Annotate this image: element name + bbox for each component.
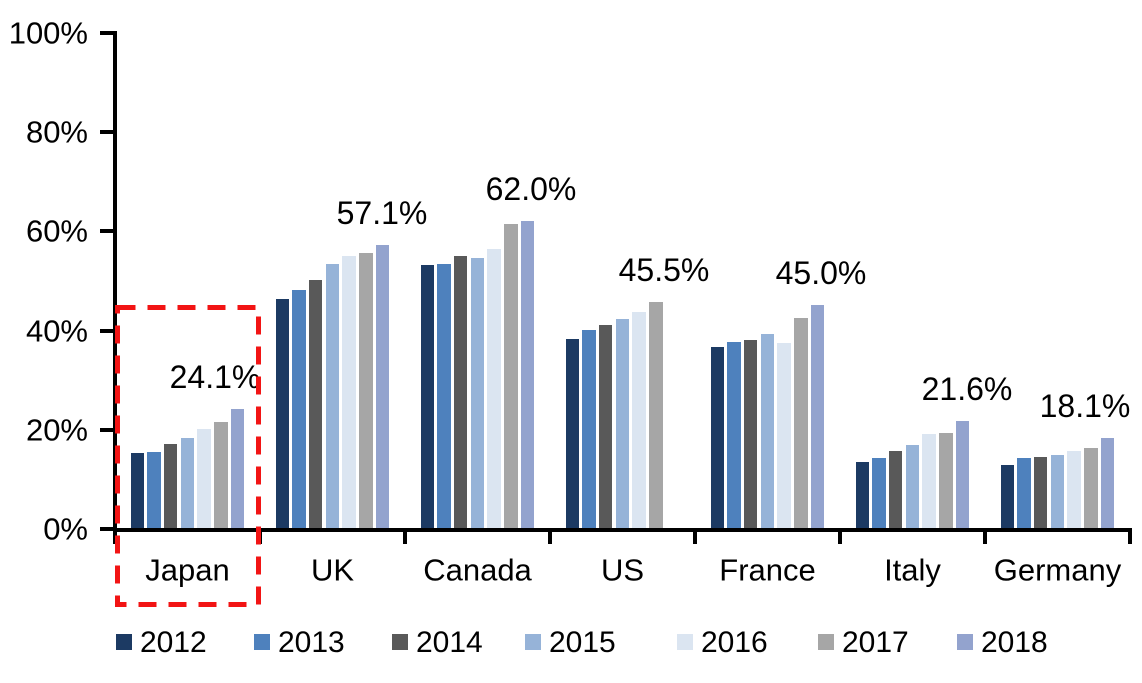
legend-label-2014: 2014	[416, 626, 483, 659]
bar-us-2016	[632, 312, 646, 528]
category-label-japan: Japan	[145, 552, 230, 588]
y-tick-mark	[100, 31, 113, 35]
legend-swatch-2017	[818, 634, 834, 650]
legend-swatch-2016	[677, 634, 693, 650]
category-label-us: US	[600, 552, 645, 588]
value-label-uk: 57.1%	[336, 194, 428, 231]
bar-france-2017	[794, 318, 808, 528]
y-tick-mark	[100, 328, 113, 333]
legend-label-2015: 2015	[549, 626, 616, 659]
y-axis-line	[113, 31, 117, 532]
category-label-france: France	[719, 552, 816, 588]
bar-canada-2015	[470, 257, 485, 528]
y-tick-mark	[100, 526, 113, 531]
bar-canada-2012	[420, 264, 434, 528]
x-tick-mark	[693, 528, 697, 544]
x-tick-mark	[548, 528, 552, 544]
legend-label-2013: 2013	[278, 626, 345, 659]
value-label-canada: 62.0%	[485, 170, 577, 207]
bar-france-2016	[777, 342, 791, 528]
bar-uk-2014	[308, 280, 323, 528]
value-label-japan: 24.1%	[169, 358, 261, 395]
category-label-uk: UK	[310, 552, 355, 588]
bar-canada-2018	[520, 220, 535, 528]
legend-label-2018: 2018	[981, 626, 1048, 659]
bar-italy-2016	[922, 433, 936, 528]
legend-swatch-2013	[254, 634, 270, 650]
y-tick-mark	[100, 229, 113, 234]
bar-germany-2016	[1067, 451, 1081, 528]
bar-us-2014	[598, 324, 613, 528]
y-tick-label: 60%	[25, 213, 88, 249]
y-tick-mark	[100, 427, 113, 432]
category-label-italy: Italy	[884, 552, 941, 588]
legend-swatch-2018	[957, 634, 973, 650]
value-label-italy: 21.6%	[921, 370, 1013, 407]
bar-germany-2013	[1017, 458, 1031, 528]
x-tick-mark	[403, 528, 407, 544]
x-tick-mark	[838, 528, 842, 544]
bar-us-2013	[582, 329, 596, 528]
legend-label-2016: 2016	[701, 626, 768, 659]
y-tick-label: 40%	[25, 313, 88, 348]
bar-germany-2015	[1050, 454, 1065, 528]
bar-france-2015	[760, 333, 775, 528]
bar-canada-2016	[487, 249, 501, 528]
bar-uk-2015	[325, 263, 340, 528]
bar-germany-2012	[1000, 465, 1014, 528]
x-tick-mark	[258, 528, 262, 544]
bar-germany-2014	[1033, 456, 1048, 528]
bar-japan-2013	[147, 452, 161, 528]
bar-us-2017	[649, 302, 663, 528]
bar-canada-2013	[437, 263, 451, 528]
y-tick-label: 80%	[25, 114, 88, 150]
x-tick-mark	[1128, 528, 1132, 544]
bar-germany-2017	[1084, 448, 1098, 528]
bar-uk-2017	[359, 252, 373, 528]
bar-us-2012	[565, 338, 579, 528]
bar-canada-2017	[504, 223, 518, 528]
bar-italy-2012	[855, 461, 869, 528]
y-tick-label: 20%	[25, 412, 88, 448]
bar-italy-2015	[905, 444, 920, 528]
bar-italy-2014	[888, 451, 903, 528]
x-tick-mark	[113, 528, 117, 544]
bar-uk-2018	[375, 244, 390, 528]
bar-japan-2014	[163, 444, 178, 528]
legend-swatch-2012	[116, 634, 132, 650]
x-axis-line	[113, 528, 1132, 532]
category-label-germany: Germany	[993, 552, 1122, 588]
bar-france-2013	[727, 342, 741, 528]
bar-japan-2015	[180, 437, 195, 528]
category-label-canada: Canada	[423, 552, 532, 588]
bar-france-2012	[710, 346, 724, 528]
x-tick-mark	[983, 528, 987, 544]
bar-japan-2016	[197, 428, 211, 528]
bar-us-2015	[615, 319, 630, 528]
bar-canada-2014	[453, 255, 468, 528]
legend-swatch-2015	[525, 634, 541, 650]
bar-uk-2012	[275, 298, 289, 528]
bar-uk-2013	[292, 290, 306, 528]
bar-italy-2013	[872, 458, 886, 528]
bar-japan-2018	[230, 408, 245, 528]
bar-germany-2018	[1100, 438, 1115, 528]
y-tick-label: 0%	[43, 511, 88, 547]
bar-italy-2017	[939, 432, 953, 528]
value-label-france: 45.0%	[775, 254, 867, 291]
value-label-us: 45.5%	[618, 252, 710, 289]
bar-uk-2016	[342, 256, 356, 528]
bar-japan-2012	[130, 453, 144, 528]
y-tick-label: 100%	[8, 15, 88, 51]
legend-label-2017: 2017	[842, 626, 909, 659]
legend-label-2012: 2012	[140, 626, 207, 659]
bar-japan-2017	[214, 422, 228, 528]
bar-france-2014	[743, 340, 758, 528]
legend-swatch-2014	[392, 634, 408, 650]
bar-italy-2018	[955, 420, 970, 528]
value-label-germany: 18.1%	[1039, 388, 1131, 425]
bar-france-2018	[810, 304, 825, 528]
y-tick-mark	[100, 130, 113, 135]
